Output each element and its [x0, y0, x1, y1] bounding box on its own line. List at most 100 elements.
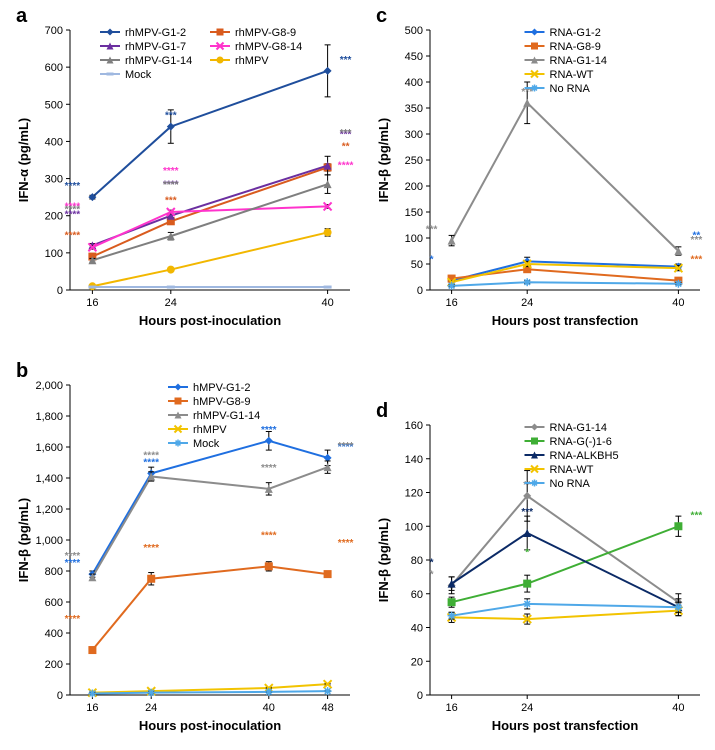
svg-text:200: 200 [405, 181, 423, 193]
svg-text:80: 80 [411, 555, 423, 567]
sig-mark: *** [426, 225, 438, 236]
series-rhMPV-G1-14 [92, 184, 327, 260]
svg-text:500: 500 [45, 99, 63, 111]
svg-text:IFN-β (pg/mL): IFN-β (pg/mL) [376, 118, 391, 202]
svg-text:700: 700 [45, 25, 63, 37]
marker-RNA-G(-)1-6 [523, 580, 531, 588]
panel-label-a: a [16, 5, 27, 28]
legend-item: hMPV-G1-2 [193, 382, 250, 394]
svg-text:300: 300 [45, 174, 63, 186]
sig-mark: *** [340, 128, 352, 139]
sig-mark: **** [65, 181, 81, 192]
svg-text:300: 300 [405, 129, 423, 141]
sig-mark: **** [163, 180, 179, 191]
series-No RNA [452, 282, 679, 286]
legend-item: RNA-WT [550, 69, 594, 81]
sig-mark: *** [165, 195, 177, 206]
marker-No RNA [674, 280, 682, 288]
marker-RNA-G(-)1-6 [674, 522, 682, 530]
legend-item: rhMPV-G1-2 [125, 27, 186, 39]
svg-text:16: 16 [86, 297, 98, 309]
chart-d: 020406080100120140160162440IFN-β (pg/mL)… [370, 400, 710, 740]
svg-text:Hours post transfection: Hours post transfection [492, 313, 639, 328]
legend-item: rhMPV [235, 55, 269, 67]
panel-label-d: d [376, 400, 388, 423]
sig-mark: *** [340, 55, 352, 66]
marker-No RNA [674, 603, 682, 611]
chart-c: 050100150200250300350400450500162440IFN-… [370, 5, 710, 335]
svg-text:1,200: 1,200 [35, 504, 63, 516]
sig-mark: *** [521, 507, 533, 518]
marker-No RNA [448, 282, 456, 290]
legend-item: hMPV-G8-9 [193, 396, 250, 408]
marker-RNA-G1-14 [448, 237, 456, 245]
sig-mark: **** [163, 166, 179, 177]
series-rhMPV-G1-2 [92, 71, 327, 197]
series-hMPV-G8-9 [92, 566, 327, 650]
series-RNA-G1-14 [452, 103, 679, 251]
svg-text:400: 400 [45, 136, 63, 148]
panel-label-b: b [16, 360, 28, 383]
svg-text:60: 60 [411, 589, 423, 601]
sig-mark: ** [693, 231, 701, 242]
legend-item: rhMPV [193, 424, 227, 436]
svg-text:150: 150 [405, 207, 423, 219]
panel-d: d020406080100120140160162440IFN-β (pg/mL… [370, 400, 710, 740]
marker-Mock [324, 687, 332, 695]
svg-text:600: 600 [45, 62, 63, 74]
svg-text:250: 250 [405, 155, 423, 167]
svg-text:500: 500 [405, 25, 423, 37]
legend-item: rhMPV-G1-7 [125, 41, 186, 53]
svg-text:1,800: 1,800 [35, 411, 63, 423]
marker-No RNA [523, 600, 531, 608]
svg-text:50: 50 [411, 259, 423, 271]
legend-item: RNA-G1-14 [550, 422, 607, 434]
series-RNA-WT [452, 611, 679, 619]
legend-item: RNA-G8-9 [550, 41, 601, 53]
sig-mark: * [430, 255, 434, 266]
legend-item: rhMPV-G8-14 [235, 41, 302, 53]
legend-item: Mock [125, 69, 152, 81]
svg-text:1,000: 1,000 [35, 535, 63, 547]
legend-item: RNA-G1-2 [550, 27, 601, 39]
svg-text:100: 100 [45, 248, 63, 260]
legend-item: rhMPV-G1-14 [125, 55, 192, 67]
svg-text:16: 16 [445, 702, 457, 714]
svg-text:400: 400 [45, 628, 63, 640]
sig-mark: **** [261, 530, 277, 541]
svg-text:800: 800 [45, 566, 63, 578]
svg-text:1,600: 1,600 [35, 442, 63, 454]
panel-c: c050100150200250300350400450500162440IFN… [370, 5, 710, 335]
svg-text:200: 200 [45, 659, 63, 671]
legend-item: RNA-WT [550, 464, 594, 476]
sig-mark: * [525, 548, 529, 559]
svg-text:24: 24 [165, 297, 177, 309]
panel-b: b02004006008001,0001,2001,4001,6001,8002… [10, 360, 360, 740]
marker-hMPV-G1-2 [265, 437, 273, 445]
svg-text:0: 0 [417, 690, 423, 702]
chart-b: 02004006008001,0001,2001,4001,6001,8002,… [10, 360, 360, 740]
legend-item: No RNA [550, 83, 591, 95]
sig-mark: ** [523, 480, 531, 491]
marker-rhMPV [167, 266, 175, 274]
panel-label-c: c [376, 5, 387, 28]
sig-mark: **** [65, 231, 81, 242]
marker-No RNA [523, 278, 531, 286]
svg-text:40: 40 [672, 702, 684, 714]
svg-text:0: 0 [57, 690, 63, 702]
sig-mark: ** [342, 141, 350, 152]
svg-text:24: 24 [145, 702, 157, 714]
sig-mark: **** [143, 450, 159, 461]
svg-text:350: 350 [405, 103, 423, 115]
svg-text:48: 48 [321, 702, 333, 714]
sig-mark: **** [143, 543, 159, 554]
legend-item: rhMPV-G1-14 [193, 410, 260, 422]
marker-Mock [147, 689, 155, 697]
chart-a: 0100200300400500600700162440IFN-α (pg/mL… [10, 5, 360, 335]
svg-text:Hours post transfection: Hours post transfection [492, 718, 639, 733]
marker-RNA-ALKBH5 [523, 529, 531, 537]
svg-text:24: 24 [521, 297, 533, 309]
sig-mark: **** [261, 463, 277, 474]
svg-text:100: 100 [405, 233, 423, 245]
marker-RNA-G1-14 [523, 99, 531, 107]
